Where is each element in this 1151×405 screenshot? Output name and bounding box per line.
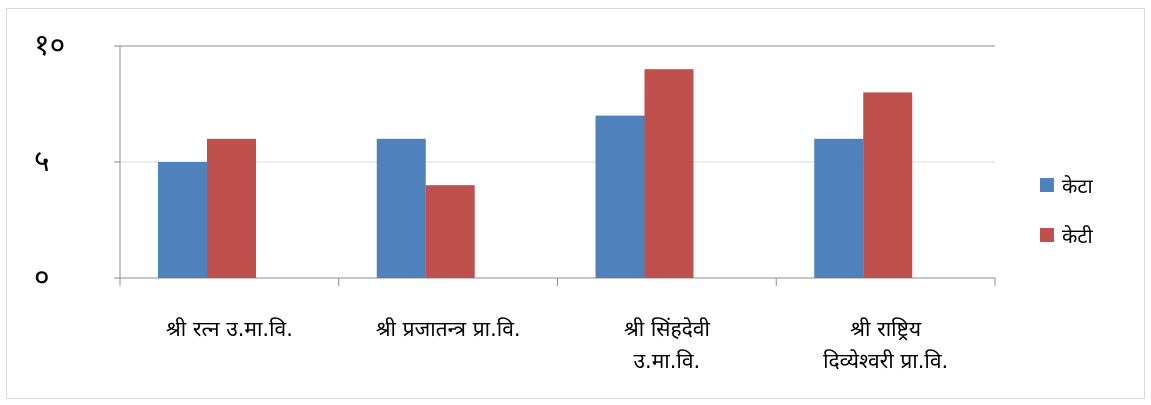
legend: केटा केटी — [1040, 172, 1093, 272]
y-tick-label: ५ — [34, 144, 50, 179]
y-tick-label: १० — [34, 28, 65, 63]
legend-swatch-girls — [1040, 228, 1054, 242]
chart-frame — [6, 8, 1145, 399]
x-category-label: श्री सिंहदेवी — [624, 317, 711, 341]
x-category-label: श्री रत्न उ.मा.वि. — [166, 317, 293, 341]
bar-boys — [376, 138, 426, 278]
bar-boys — [595, 115, 645, 278]
x-category-label: श्री प्रजातन्त्र प्रा.वि. — [376, 317, 521, 341]
bar-boys — [158, 162, 207, 278]
bar-girls — [425, 185, 475, 278]
x-category-label: श्री राष्ट्रिय — [850, 317, 922, 341]
bar-boys — [814, 138, 864, 278]
legend-item-girls: केटी — [1040, 222, 1093, 248]
x-category-label: उ.मा.वि. — [634, 349, 701, 373]
bar-girls — [644, 69, 694, 278]
legend-label-girls: केटी — [1062, 223, 1093, 248]
x-category-label: दिव्येश्वरी प्रा.वि. — [823, 349, 948, 373]
legend-label-boys: केटा — [1062, 173, 1093, 198]
y-tick-label: ० — [34, 260, 50, 295]
legend-item-boys: केटा — [1040, 172, 1093, 198]
bar-girls — [207, 138, 256, 278]
legend-swatch-boys — [1040, 178, 1054, 192]
bar-girls — [863, 92, 913, 279]
